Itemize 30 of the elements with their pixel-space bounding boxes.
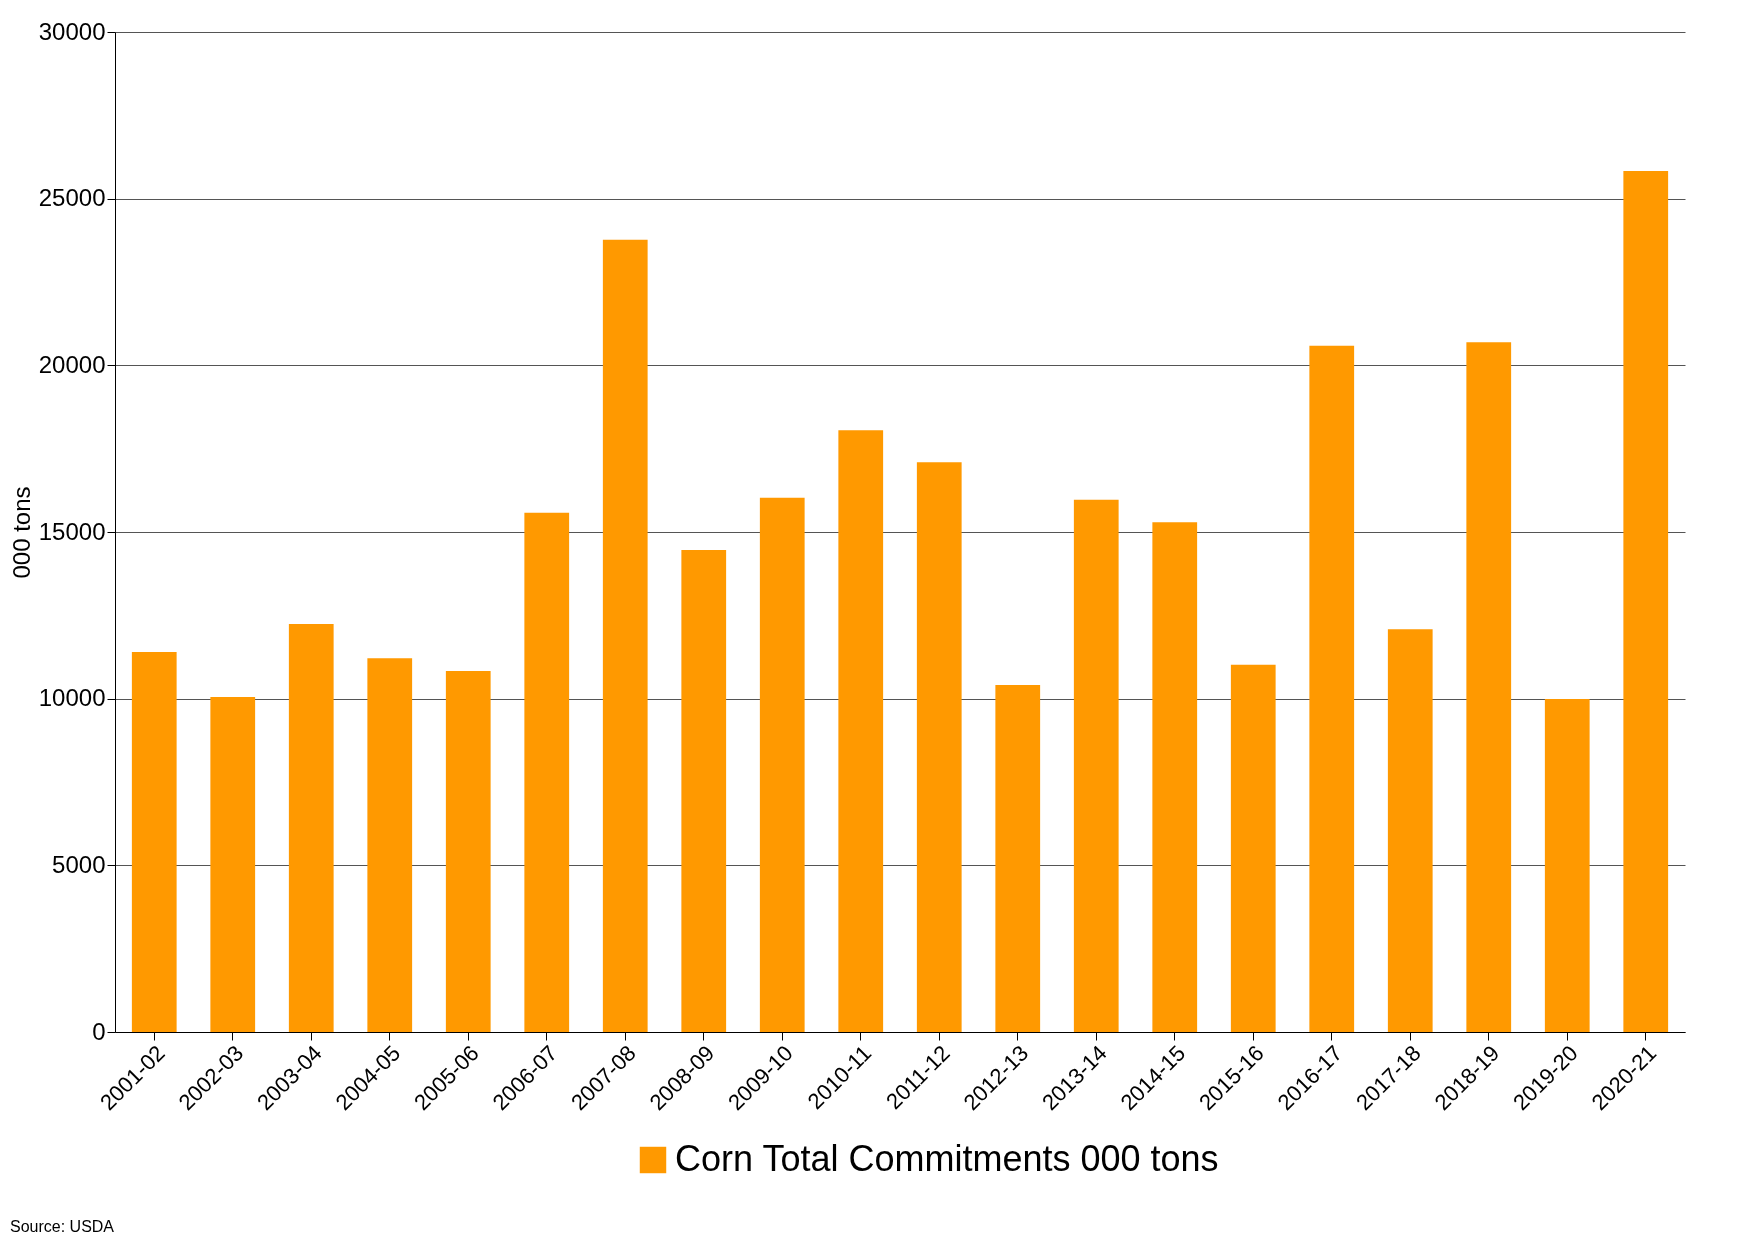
bar [759, 497, 805, 1032]
bar [602, 239, 648, 1032]
source-note: Source: USDA [10, 1218, 115, 1236]
bar [524, 512, 570, 1032]
y-tick-label: 0 [92, 1017, 106, 1045]
bar [367, 658, 413, 1032]
y-tick-label: 30000 [38, 17, 106, 45]
bar [1387, 629, 1433, 1032]
bar [916, 462, 962, 1032]
bar [681, 550, 727, 1032]
bar [838, 430, 884, 1032]
bar [1623, 171, 1669, 1032]
bar [1230, 664, 1276, 1032]
legend-label: Corn Total Commitments 000 tons [675, 1138, 1219, 1179]
bar [1466, 342, 1512, 1032]
bar [445, 671, 491, 1032]
bar [995, 685, 1041, 1032]
y-tick-label: 20000 [38, 350, 106, 378]
bar [1544, 699, 1590, 1032]
bar [288, 624, 334, 1032]
bar [1309, 345, 1355, 1032]
y-tick-label: 15000 [38, 517, 106, 545]
bar [210, 697, 256, 1032]
y-tick-label: 25000 [38, 184, 106, 212]
y-tick-label: 10000 [38, 684, 106, 712]
bar [1073, 499, 1119, 1032]
bar [1152, 522, 1198, 1032]
y-axis-title: 000 tons [7, 486, 35, 579]
bar [131, 652, 177, 1032]
y-tick-label: 5000 [52, 850, 106, 878]
